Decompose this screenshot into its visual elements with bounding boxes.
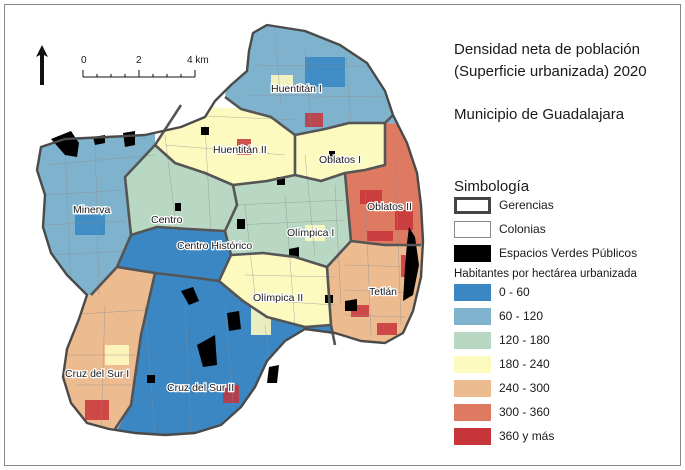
colonias-layer — [44, 34, 416, 435]
scale-label-0: 0 — [81, 55, 87, 66]
legend-density-heading: Habitantes por hectárea urbanizada — [454, 268, 637, 280]
legend-label-class-0: 0 - 60 — [499, 285, 530, 299]
legend-label-colonias: Colonias — [499, 222, 546, 236]
scale-label-2: 2 — [136, 55, 142, 66]
map-title-line1: Densidad neta de población — [454, 41, 640, 58]
legend-swatch-colonias — [454, 221, 491, 238]
scale-label-4km: 4 km — [187, 55, 209, 66]
map-frame: Huentitán I Huentitán II Oblatos I Oblat… — [4, 4, 681, 466]
gerencia-olimpica-2[interactable] — [219, 253, 331, 327]
gerencia-oblatos-1[interactable] — [295, 123, 385, 181]
legend-swatch-class-2 — [454, 332, 491, 349]
municipio-outline — [35, 23, 425, 437]
legend-heading: Simbología — [454, 178, 530, 195]
legend-label-class-6: 360 y más — [499, 429, 555, 443]
legend-swatch-class-6 — [454, 428, 491, 445]
legend-label-class-4: 240 - 300 — [499, 381, 550, 395]
scale-bar — [82, 70, 196, 78]
map-canvas[interactable]: Huentitán I Huentitán II Oblatos I Oblat… — [5, 5, 680, 465]
legend-label-class-3: 180 - 240 — [499, 357, 550, 371]
legend-swatch-class-3 — [454, 356, 491, 373]
gerencia-boundaries — [90, 95, 421, 430]
legend-swatch-class-1 — [454, 308, 491, 325]
label-centro: Centro — [151, 214, 183, 226]
legend-label-gerencias: Gerencias — [499, 198, 554, 212]
label-cruz-del-sur-2: Cruz del Sur II — [167, 382, 234, 394]
label-huentitan-2: Huentitán II — [213, 144, 267, 156]
legend-swatch-gerencias — [454, 197, 491, 214]
gerencia-centro[interactable] — [125, 145, 237, 235]
legend-swatch-espacios-verdes — [454, 245, 491, 262]
gerencia-centro-historico[interactable] — [117, 227, 231, 281]
label-oblatos-2: Oblatos II — [367, 201, 412, 213]
gerencia-huentitan-2[interactable] — [155, 105, 295, 185]
legend-swatch-class-4 — [454, 380, 491, 397]
legend-swatch-class-5 — [454, 404, 491, 421]
legend-label-class-2: 120 - 180 — [499, 333, 550, 347]
label-tetlan: Tetlán — [369, 286, 397, 298]
map-title-line2: (Superficie urbanizada) 2020 — [454, 63, 647, 80]
legend-label-espacios-verdes: Espacios Verdes Públicos — [499, 246, 638, 260]
north-arrow-icon — [36, 45, 48, 85]
label-centro-historico: Centro Histórico — [177, 240, 252, 252]
label-cruz-del-sur-1: Cruz del Sur I — [65, 368, 129, 380]
label-huentitan-1: Huentitán I — [271, 83, 322, 95]
gerencia-olimpica-1[interactable] — [225, 173, 351, 267]
municipality-name: Municipio de Guadalajara — [454, 106, 625, 123]
legend-label-class-1: 60 - 120 — [499, 309, 544, 323]
label-minerva: Minerva — [73, 204, 111, 216]
gerencia-tetlan[interactable] — [327, 241, 425, 350]
label-oblatos-1: Oblatos I — [319, 154, 361, 166]
gerencia-labels: Huentitán I Huentitán II Oblatos I Oblat… — [64, 82, 413, 396]
legend-swatch-class-0 — [454, 284, 491, 301]
label-olimpica-1: Olímpica I — [287, 227, 334, 239]
label-olimpica-2: Olímpica II — [253, 292, 303, 304]
legend-label-class-5: 300 - 360 — [499, 405, 550, 419]
